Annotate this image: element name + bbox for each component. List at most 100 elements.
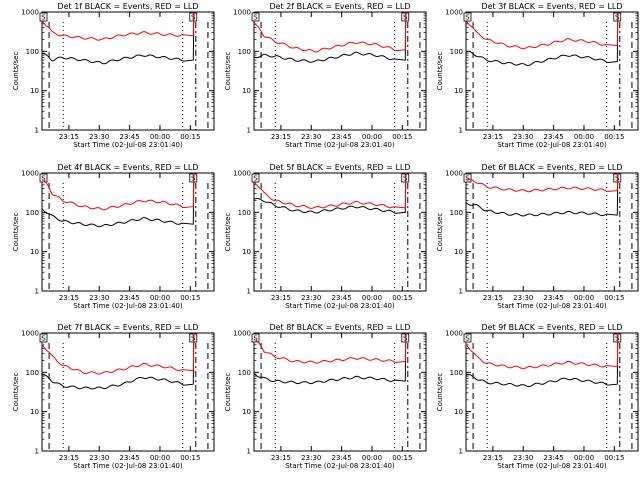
series-events-line (253, 332, 407, 385)
y-tick-label: 100 (238, 48, 251, 56)
marker-box (463, 333, 472, 343)
panel-det-6: Det 6f BLACK = Events, RED = LLD 1 10 100 10… (436, 163, 639, 310)
x-tick-label: 23:30 (301, 454, 321, 462)
marker-label: S (253, 175, 258, 183)
x-tick-label: 23:15 (483, 294, 503, 302)
series-lld-line (465, 172, 619, 193)
y-axis-label: Counts/sec (436, 52, 444, 91)
plot-frame (41, 11, 215, 131)
x-tick-label: 23:45 (544, 294, 564, 302)
x-tick-label: 23:30 (89, 133, 109, 141)
y-tick-label: 1000 (21, 170, 39, 178)
plot-frame (41, 172, 215, 292)
x-axis-label: Start Time (02-Jul-08 23:01:40) (285, 302, 395, 310)
y-tick-label: 1000 (445, 170, 463, 178)
panel-title: Det 4f BLACK = Events, RED = LLD (57, 163, 198, 172)
y-tick-label: 1 (459, 127, 463, 135)
x-axis-label: Start Time (02-Jul-08 23:01:40) (497, 462, 607, 470)
x-tick-label: 00:15 (392, 454, 412, 462)
marker-label: S (41, 14, 46, 22)
y-tick-label: 1000 (445, 9, 463, 17)
y-tick-label: 10 (454, 87, 463, 95)
series-events-line (41, 332, 195, 390)
marker-box (251, 333, 260, 343)
x-tick-label: 00:00 (574, 454, 594, 462)
plot-frame (465, 332, 639, 452)
x-tick-label: 23:45 (120, 454, 140, 462)
y-axis-label: Counts/sec (436, 213, 444, 252)
y-tick-label: 1000 (233, 9, 251, 17)
x-tick-label: 23:15 (59, 133, 79, 141)
x-tick-label: 00:15 (180, 454, 200, 462)
marker-box (463, 173, 472, 183)
x-tick-label: 00:00 (574, 294, 594, 302)
plot-frame (465, 11, 639, 131)
panel-title: Det 6f BLACK = Events, RED = LLD (481, 163, 622, 172)
y-axis-label: Counts/sec (224, 52, 232, 91)
panel-det-5: Det 5f BLACK = Events, RED = LLD 1 10 100 10… (224, 163, 427, 310)
x-tick-label: 23:30 (301, 133, 321, 141)
x-tick-label: 00:15 (604, 294, 624, 302)
x-tick-label: 23:15 (271, 454, 291, 462)
series-lld-line (41, 11, 195, 41)
x-tick-label: 00:00 (362, 454, 382, 462)
marker-label: S (253, 335, 258, 343)
y-tick-label: 1 (459, 288, 463, 296)
panel-det-9: Det 9f BLACK = Events, RED = LLD 1 10 100 10… (436, 323, 639, 470)
y-tick-label: 1000 (21, 330, 39, 338)
series-lld-line (253, 332, 407, 364)
x-tick-label: 23:30 (301, 294, 321, 302)
x-tick-label: 23:15 (483, 454, 503, 462)
panel-det-7: Det 7f BLACK = Events, RED = LLD 1 10 100 10… (12, 323, 215, 470)
y-tick-label: 1 (35, 288, 39, 296)
x-tick-label: 23:45 (120, 294, 140, 302)
x-tick-label: 23:45 (120, 133, 140, 141)
y-tick-label: 10 (242, 408, 251, 416)
y-tick-label: 1000 (21, 9, 39, 17)
series-lld-line (253, 172, 407, 209)
marker-box (39, 173, 48, 183)
x-tick-label: 23:45 (544, 133, 564, 141)
series-events-line (465, 172, 619, 217)
series-events-line (253, 172, 407, 214)
x-axis-label: Start Time (02-Jul-08 23:01:40) (285, 462, 395, 470)
x-axis-label: Start Time (02-Jul-08 23:01:40) (285, 141, 395, 149)
plot-frame (41, 332, 215, 452)
series-events-line (41, 172, 195, 228)
y-tick-label: 1 (35, 127, 39, 135)
plot-frame (253, 332, 427, 452)
series-lld-line (465, 11, 619, 50)
y-axis-label: Counts/sec (224, 373, 232, 412)
panel-title: Det 7f BLACK = Events, RED = LLD (57, 323, 198, 332)
marker-box (251, 173, 260, 183)
x-tick-label: 23:15 (271, 133, 291, 141)
x-tick-label: 00:15 (392, 133, 412, 141)
panel-title: Det 1f BLACK = Events, RED = LLD (57, 2, 198, 11)
marker-label: S (465, 335, 470, 343)
marker-label: S (41, 175, 46, 183)
y-tick-label: 1 (247, 288, 251, 296)
panel-det-4: Det 4f BLACK = Events, RED = LLD 1 10 100 10… (12, 163, 215, 310)
x-tick-label: 23:15 (271, 294, 291, 302)
x-tick-label: 00:15 (604, 454, 624, 462)
y-tick-label: 10 (30, 408, 39, 416)
y-tick-label: 100 (26, 369, 39, 377)
x-axis-label: Start Time (02-Jul-08 23:01:40) (497, 141, 607, 149)
x-axis-label: Start Time (02-Jul-08 23:01:40) (73, 302, 183, 310)
x-tick-label: 23:30 (89, 294, 109, 302)
panel-det-8: Det 8f BLACK = Events, RED = LLD 1 10 100 10… (224, 323, 427, 470)
marker-label: S (41, 335, 46, 343)
series-events-line (253, 11, 407, 63)
x-tick-label: 00:15 (392, 294, 412, 302)
y-tick-label: 10 (30, 248, 39, 256)
x-tick-label: 23:30 (513, 294, 533, 302)
x-axis-label: Start Time (02-Jul-08 23:01:40) (73, 141, 183, 149)
y-tick-label: 10 (242, 87, 251, 95)
y-tick-label: 1000 (445, 330, 463, 338)
x-tick-label: 23:45 (332, 454, 352, 462)
marker-box (463, 12, 472, 22)
panel-title: Det 9f BLACK = Events, RED = LLD (481, 323, 622, 332)
y-tick-label: 1 (247, 448, 251, 456)
y-tick-label: 10 (454, 248, 463, 256)
